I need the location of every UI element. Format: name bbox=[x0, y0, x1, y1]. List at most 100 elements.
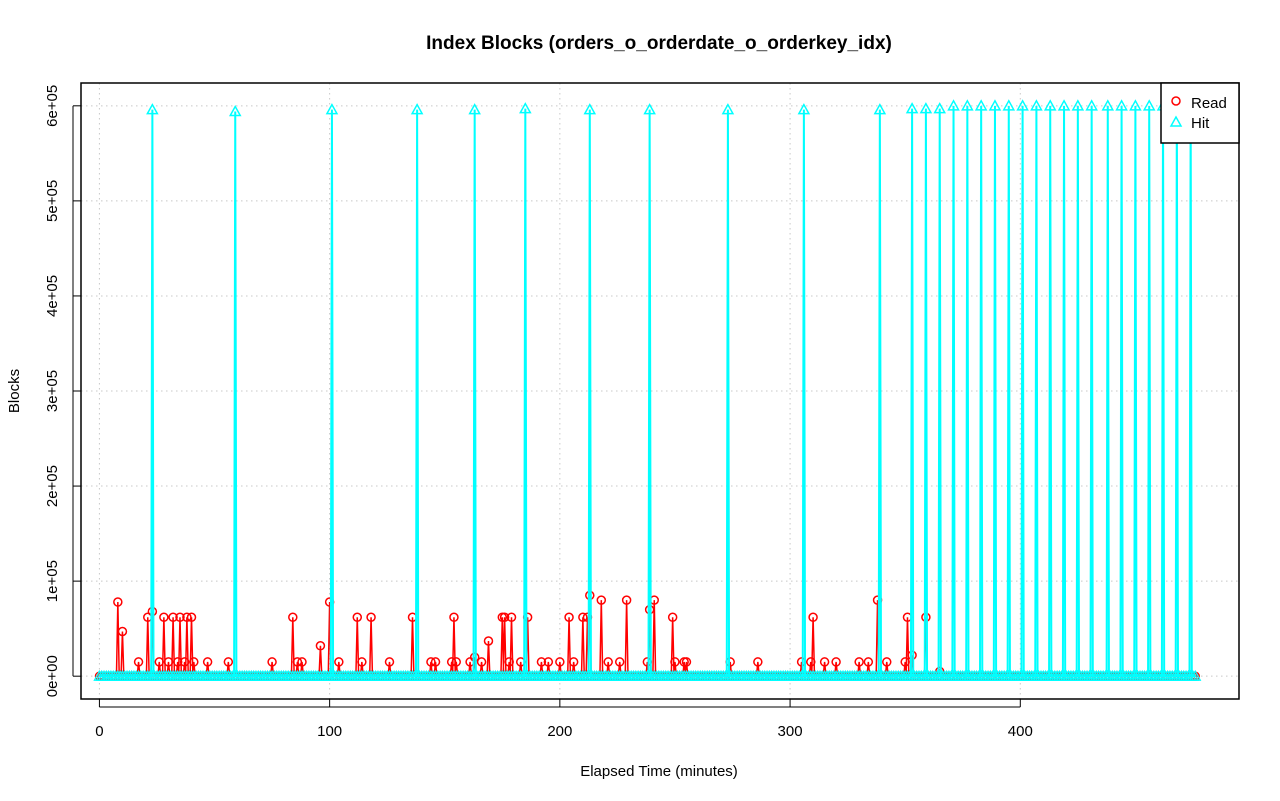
read-point bbox=[163, 657, 174, 667]
read-point bbox=[223, 657, 234, 667]
hit-point bbox=[988, 99, 1002, 111]
read-point bbox=[854, 657, 864, 667]
hit-point bbox=[1030, 99, 1043, 111]
read-series-line bbox=[99, 595, 1196, 677]
hit-point bbox=[1115, 99, 1128, 111]
hit-point bbox=[797, 103, 811, 115]
read-point bbox=[819, 657, 830, 667]
hit-point bbox=[1129, 99, 1142, 111]
x-tick-label: 400 bbox=[1008, 723, 1033, 740]
hit-series-layer bbox=[93, 99, 1202, 681]
hit-point bbox=[1057, 99, 1071, 111]
legend-hit-label: Hit bbox=[1191, 115, 1210, 132]
y-tick-label: 3e+05 bbox=[44, 370, 61, 412]
y-axis-label: Blocks bbox=[6, 369, 23, 413]
read-point bbox=[863, 657, 874, 667]
read-point bbox=[182, 612, 192, 622]
read-point bbox=[921, 612, 931, 622]
read-point bbox=[446, 657, 457, 667]
read-point bbox=[476, 657, 487, 667]
read-point bbox=[499, 612, 510, 622]
read-point bbox=[426, 657, 436, 667]
x-axis-label: Elapsed Time (minutes) bbox=[580, 763, 738, 780]
read-point bbox=[168, 612, 178, 622]
read-point bbox=[159, 612, 169, 622]
read-point bbox=[469, 652, 480, 662]
hit-point bbox=[1002, 99, 1016, 111]
x-tick-label: 100 bbox=[317, 723, 342, 740]
legend-read-label: Read bbox=[1191, 95, 1227, 112]
read-point bbox=[186, 612, 197, 622]
read-point bbox=[808, 612, 818, 622]
read-point bbox=[614, 657, 625, 667]
hit-point bbox=[146, 103, 159, 115]
read-point bbox=[882, 657, 892, 667]
read-point bbox=[900, 657, 910, 667]
read-point bbox=[292, 657, 303, 667]
read-point bbox=[430, 657, 441, 667]
x-tick-label: 0 bbox=[95, 723, 103, 740]
read-point bbox=[483, 636, 494, 646]
read-point bbox=[202, 657, 213, 667]
hit-point bbox=[905, 102, 919, 114]
plot-frame bbox=[80, 82, 1240, 700]
read-point bbox=[133, 657, 144, 667]
read-point bbox=[504, 657, 514, 667]
read-point bbox=[117, 626, 128, 637]
read-point bbox=[555, 657, 565, 667]
legend: Read Hit bbox=[1160, 82, 1240, 144]
read-point bbox=[907, 650, 917, 661]
x-tick-label: 200 bbox=[547, 723, 572, 740]
read-point bbox=[451, 657, 462, 667]
read-point bbox=[267, 657, 277, 667]
hit-point bbox=[933, 102, 946, 114]
read-point bbox=[564, 612, 574, 622]
read-point bbox=[670, 657, 680, 667]
read-point bbox=[543, 657, 554, 667]
read-point bbox=[621, 595, 632, 605]
read-point bbox=[357, 657, 367, 667]
hit-point bbox=[1043, 99, 1057, 111]
legend-hit-marker bbox=[1169, 115, 1183, 127]
hit-baseline-point bbox=[1189, 669, 1202, 681]
read-point bbox=[753, 657, 763, 667]
y-tick-label: 6e+05 bbox=[44, 85, 61, 127]
read-point bbox=[366, 612, 376, 622]
read-point bbox=[596, 595, 607, 605]
read-point bbox=[297, 657, 307, 667]
hit-point bbox=[325, 103, 339, 115]
read-point bbox=[831, 657, 841, 667]
read-point bbox=[315, 641, 326, 651]
read-point bbox=[384, 657, 395, 667]
read-point bbox=[644, 604, 655, 615]
y-tick-label: 1e+05 bbox=[44, 560, 61, 602]
read-point bbox=[172, 657, 183, 667]
read-point bbox=[175, 612, 185, 622]
read-series-layer bbox=[94, 590, 1200, 681]
read-point bbox=[147, 606, 158, 617]
read-point bbox=[334, 657, 344, 667]
hit-point bbox=[1016, 99, 1029, 111]
axes-layer: 0 100 200 300 400 0e+00 1e+05 2e+05 3e+05 4e+05 5e… bbox=[44, 85, 1033, 740]
x-tick-label: 300 bbox=[778, 723, 803, 740]
read-point bbox=[806, 657, 816, 667]
read-point bbox=[154, 657, 165, 667]
read-point bbox=[288, 612, 298, 622]
hit-point bbox=[228, 104, 242, 117]
hit-point bbox=[961, 99, 974, 111]
read-point bbox=[681, 657, 692, 667]
read-point bbox=[603, 657, 613, 667]
read-point bbox=[568, 657, 579, 667]
hit-point bbox=[1085, 99, 1098, 111]
hit-point bbox=[410, 103, 424, 115]
hit-point bbox=[1071, 99, 1085, 111]
hit-point bbox=[873, 103, 887, 115]
y-tick-label: 5e+05 bbox=[44, 180, 61, 222]
hit-point bbox=[519, 102, 532, 114]
read-point bbox=[189, 657, 199, 667]
read-point bbox=[506, 612, 517, 622]
read-point bbox=[536, 657, 547, 667]
hit-point bbox=[974, 99, 988, 111]
